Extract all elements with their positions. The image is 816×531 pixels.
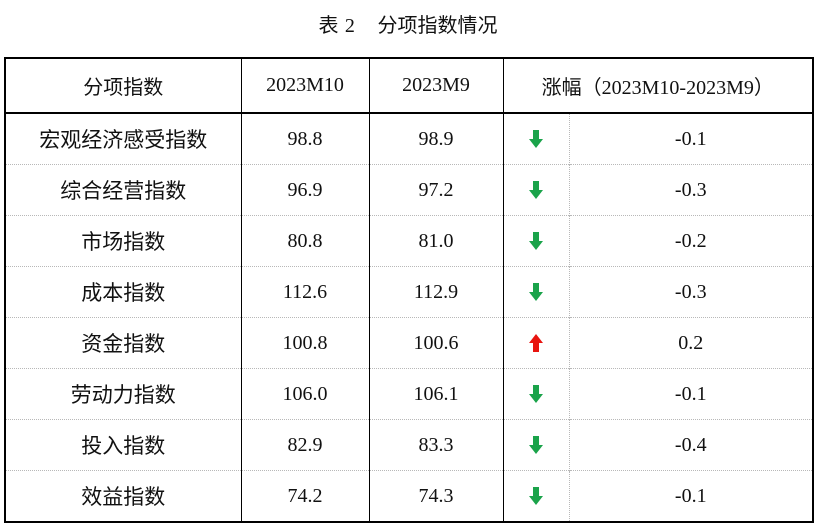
arrow-down-icon — [529, 436, 543, 454]
row-change: -0.3 — [569, 266, 814, 318]
table-row: 劳动力指数 106.0 106.1 -0.1 — [5, 368, 814, 420]
header-change: 涨幅（2023M10-2023M9） — [502, 58, 814, 114]
row-change: -0.1 — [674, 127, 707, 150]
row-value-2023m10: 112.6 — [240, 266, 369, 318]
row-value-2023m10: 80.8 — [240, 215, 369, 267]
row-value-2023m10: 74.2 — [240, 470, 369, 522]
row-value-2023m10: 82.9 — [240, 419, 369, 471]
row-index-name: 投入指数 — [5, 419, 241, 471]
table-body: 宏观经济感受指数 98.8 98.9 -0.1 综合经营指数 96.9 97.2 -0.3 市场… — [5, 113, 814, 522]
row-trend — [502, 113, 570, 165]
table-row: 投入指数 82.9 83.3 -0.4 — [5, 419, 814, 471]
caption-title: 分项指数情况 — [377, 13, 498, 37]
caption-prefix: 表 — [318, 13, 339, 37]
row-trend — [502, 470, 570, 522]
header-row: 分项指数 2023M10 2023M9 涨幅（2023M10-2023M9） — [5, 58, 814, 114]
row-value-2023m9: 83.3 — [368, 419, 503, 471]
arrow-down-icon — [529, 181, 543, 199]
row-value-2023m10: 106.0 — [240, 368, 369, 420]
table-row: 综合经营指数 96.9 97.2 -0.3 — [5, 164, 814, 216]
arrow-down-icon — [529, 232, 543, 250]
row-trend — [502, 419, 570, 471]
row-value-2023m9: 74.3 — [368, 470, 503, 522]
row-change: -0.1 — [569, 368, 814, 420]
row-value-2023m9: 98.9 — [368, 113, 503, 165]
row-index-name: 综合经营指数 — [5, 164, 241, 216]
row-value-2023m10: 96.9 — [240, 164, 369, 216]
header-index-name: 分项指数 — [5, 58, 241, 114]
arrow-down-icon — [529, 130, 543, 148]
table-caption: 表 2 分项指数情况 — [0, 10, 816, 41]
row-change: -0.3 — [569, 164, 814, 216]
row-value-2023m9: 106.1 — [368, 368, 503, 420]
row-index-name: 成本指数 — [5, 266, 241, 318]
row-trend — [502, 164, 570, 216]
row-change: 0.2 — [569, 317, 814, 369]
row-index-name: 劳动力指数 — [5, 368, 241, 420]
header-2023m10: 2023M10 — [240, 58, 369, 114]
sub-index-table: 分项指数 2023M10 2023M9 涨幅（2023M10-2023M9） 宏… — [4, 57, 815, 523]
row-value-2023m9: 81.0 — [368, 215, 503, 267]
row-value-2023m9: 112.9 — [368, 266, 503, 318]
table-row: 宏观经济感受指数 98.8 98.9 -0.1 — [5, 113, 813, 165]
row-index-name: 资金指数 — [5, 317, 241, 369]
caption-number: 2 — [344, 15, 355, 37]
row-index-name: 市场指数 — [5, 215, 241, 267]
row-trend — [502, 215, 570, 267]
row-trend — [502, 317, 570, 369]
arrow-up-icon — [529, 334, 543, 352]
row-index-name: 效益指数 — [5, 470, 241, 522]
row-trend — [502, 368, 570, 420]
row-value-2023m10: 100.8 — [240, 317, 369, 369]
header-change-label: 涨幅 — [541, 75, 582, 99]
table-row: 成本指数 112.6 112.9 -0.3 — [5, 266, 814, 318]
row-value-2023m10: 98.8 — [240, 113, 369, 165]
header-2023m9: 2023M9 — [368, 58, 503, 114]
row-change: -0.2 — [569, 215, 814, 267]
table-row: 资金指数 100.8 100.6 0.2 — [5, 317, 814, 369]
header-change-range: （2023M10-2023M9） — [581, 77, 774, 99]
table-row: 效益指数 74.2 74.3 -0.1 — [5, 470, 814, 522]
row-change: -0.4 — [569, 419, 814, 471]
row-value-2023m9: 100.6 — [368, 317, 503, 369]
row-change: -0.1 — [569, 470, 814, 522]
arrow-down-icon — [529, 283, 543, 301]
row-value-2023m9: 97.2 — [368, 164, 503, 216]
row-index-name: 宏观经济感受指数 — [39, 128, 208, 152]
row-trend — [502, 266, 570, 318]
table-row: 市场指数 80.8 81.0 -0.2 — [5, 215, 814, 267]
arrow-down-icon — [529, 487, 543, 505]
arrow-down-icon — [529, 385, 543, 403]
